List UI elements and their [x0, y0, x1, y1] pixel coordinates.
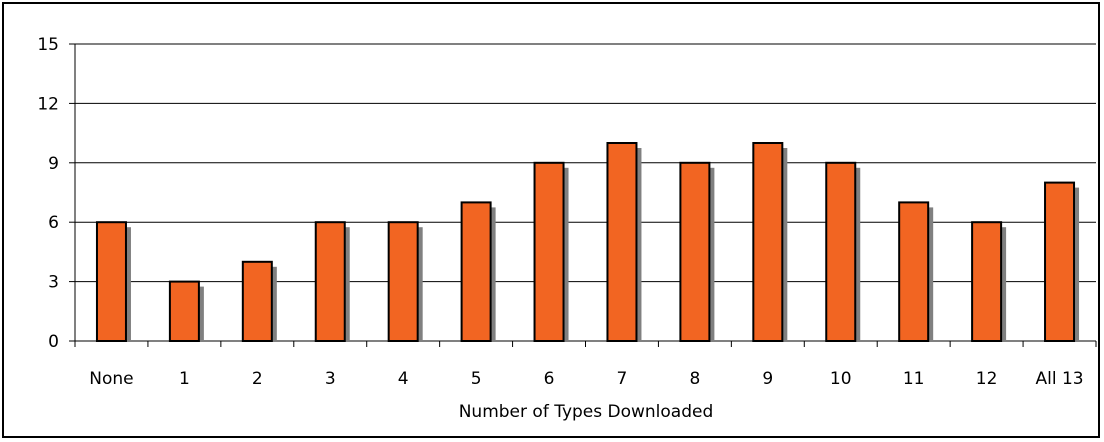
y-axis: 0 3 6 9 12 15 — [37, 35, 76, 352]
x-tick-label: 7 — [617, 369, 628, 389]
x-tick-label: None — [89, 369, 133, 389]
y-tick-label: 3 — [48, 273, 59, 293]
x-axis: None 1 2 3 4 5 6 7 8 9 10 11 12 All 13 — [74, 340, 1097, 389]
x-tick-label: All 13 — [1035, 369, 1083, 389]
x-tick-label: 12 — [976, 369, 998, 389]
y-tick-label: 9 — [48, 154, 59, 174]
bar-7 — [606, 142, 638, 342]
bar-1 — [168, 280, 200, 343]
bar-9 — [752, 142, 784, 342]
x-tick-label: 11 — [903, 369, 925, 389]
bar-6 — [533, 161, 565, 342]
y-tick-label: 15 — [37, 35, 59, 55]
x-tick-label: 9 — [762, 369, 773, 389]
x-tick-label: 6 — [544, 369, 555, 389]
x-tick-label: 3 — [325, 369, 336, 389]
x-tick-label: 4 — [398, 369, 409, 389]
bar-10 — [825, 161, 857, 342]
x-tick-label: 5 — [471, 369, 482, 389]
bar-12 — [971, 221, 1003, 342]
x-axis-title: Number of Types Downloaded — [459, 402, 714, 422]
y-tick-label: 12 — [37, 94, 59, 114]
x-tick-label: 2 — [252, 369, 263, 389]
x-tick-label: 10 — [830, 369, 852, 389]
x-tick-label: 1 — [179, 369, 190, 389]
y-tick-label: 0 — [48, 332, 59, 352]
gridlines — [75, 43, 1096, 283]
x-tick-label: 8 — [689, 369, 700, 389]
bar-11 — [898, 201, 930, 342]
bar-8 — [679, 161, 711, 342]
bar-3 — [314, 221, 346, 342]
bar-5 — [460, 201, 492, 342]
bar-all-13 — [1044, 181, 1076, 342]
y-tick-label: 6 — [48, 213, 59, 233]
bars — [95, 142, 1080, 343]
bar-2 — [241, 260, 273, 342]
bar-4 — [387, 221, 419, 342]
bar-none — [95, 221, 127, 342]
